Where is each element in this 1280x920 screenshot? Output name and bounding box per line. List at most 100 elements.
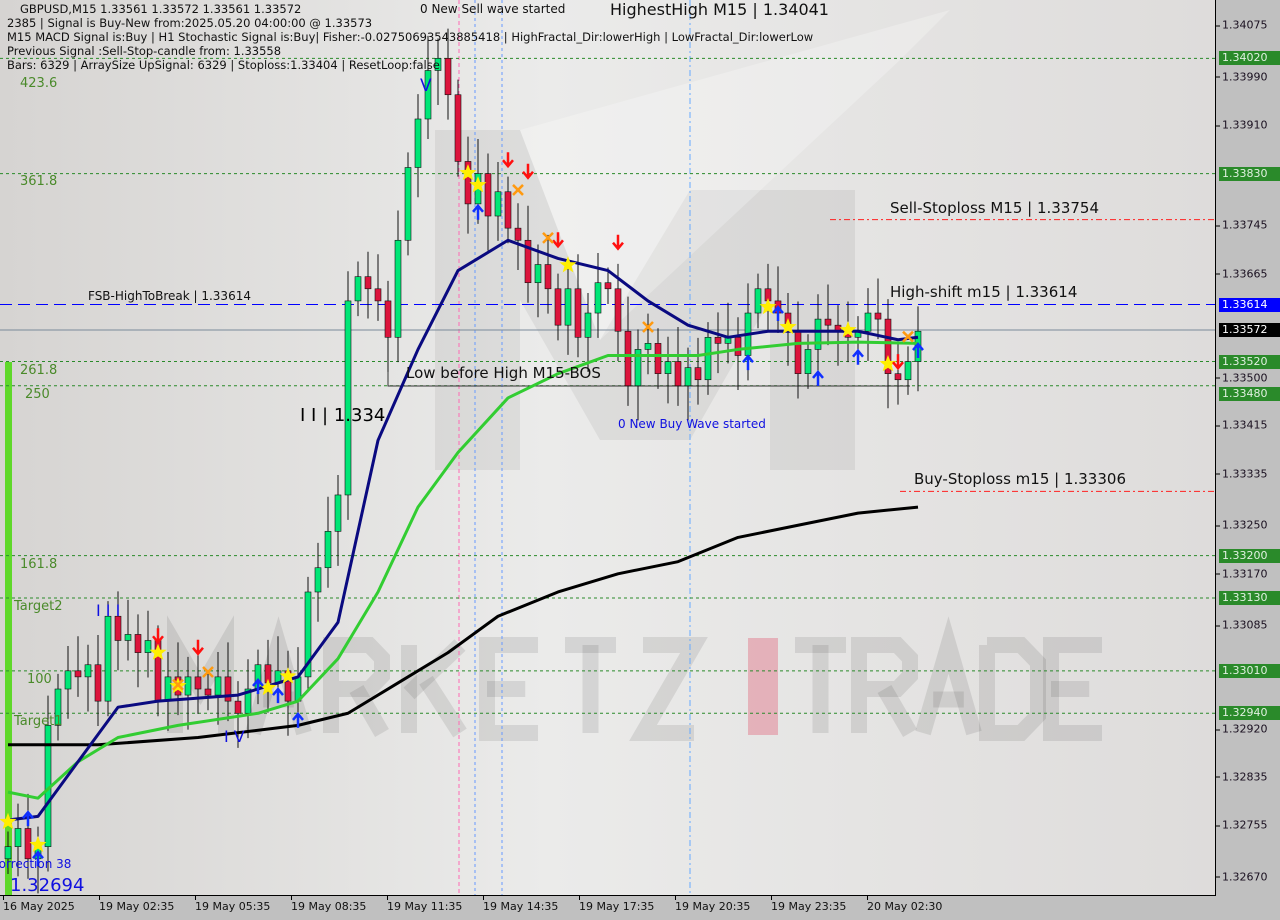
- high-shift-label: High-shift m15 | 1.33614: [890, 283, 1078, 301]
- low-before-high-label: Low before High M15-BOS: [406, 364, 601, 382]
- candle-body: [54, 688, 62, 726]
- candle-body: [384, 300, 392, 338]
- star-signal-icon: [839, 321, 857, 338]
- chart-plot-area[interactable]: GBPUSD,M15 1.33561 1.33572 1.33561 1.335…: [0, 0, 1216, 896]
- price-tick: 1.33910: [1216, 118, 1268, 132]
- candle-body: [794, 330, 802, 374]
- price-axis[interactable]: 1.34075 1.33990 1.33910 1.33745 1.33665 1.335…: [1216, 0, 1280, 920]
- star-signal-icon: [459, 164, 477, 181]
- candle-body: [184, 676, 192, 696]
- up-arrow-icon: [272, 687, 284, 704]
- candle-body: [414, 118, 422, 168]
- candle: [384, 280, 392, 372]
- time-axis[interactable]: 16 May 2025 19 May 02:35 19 May 05:35 19 Ma…: [0, 896, 1216, 920]
- candle: [54, 673, 62, 741]
- price-tick: 1.33665: [1216, 267, 1268, 281]
- level-price-label: 1.32940: [1219, 706, 1280, 721]
- candle: [904, 346, 912, 395]
- candle: [764, 263, 772, 331]
- time-tick: 19 May 14:35: [483, 896, 559, 913]
- candle: [794, 301, 802, 399]
- target2-label: Target2: [14, 599, 63, 614]
- candle-body: [444, 58, 452, 96]
- watermark-letter-stroke: [403, 639, 466, 700]
- watermark-letter-stroke: [851, 637, 918, 733]
- fib-423-label: 423.6: [20, 76, 58, 91]
- cross-signal-icon: [202, 666, 214, 678]
- highest-high-label: HighestHigh M15 | 1.34041: [610, 0, 829, 19]
- candle-body: [394, 239, 402, 338]
- candle: [484, 153, 492, 251]
- fib-261-label: 261.8: [20, 363, 58, 378]
- price-tick: 1.33990: [1216, 70, 1268, 84]
- candle-body: [904, 361, 912, 381]
- level-price-label: 1.33010: [1219, 663, 1280, 678]
- time-tick: 16 May 2025: [3, 896, 75, 913]
- candle: [704, 322, 712, 395]
- watermark-letter-stroke: [323, 637, 390, 733]
- candle: [194, 647, 202, 714]
- candle: [434, 38, 442, 106]
- up-arrow-icon: [292, 711, 304, 728]
- candle-body: [824, 318, 832, 326]
- price-tick: 1.33335: [1216, 467, 1268, 481]
- candle: [674, 326, 682, 406]
- candle: [344, 271, 352, 520]
- star-signal-icon: [469, 176, 487, 193]
- candle: [724, 302, 732, 364]
- candle-body: [524, 239, 532, 284]
- up-arrow-icon: [32, 850, 44, 867]
- candle-body: [664, 361, 672, 374]
- level-price-label: 1.34020: [1219, 51, 1280, 66]
- candle-body: [634, 349, 642, 387]
- low-price-label: 1.32694: [10, 875, 85, 896]
- candle: [84, 644, 92, 712]
- level-price-label: 1.33130: [1219, 591, 1280, 606]
- candle: [854, 316, 862, 353]
- candle: [144, 610, 152, 678]
- candle: [104, 601, 112, 717]
- candle-body: [454, 94, 462, 162]
- candle: [404, 152, 412, 256]
- candle-body: [334, 494, 342, 532]
- candle: [264, 639, 272, 713]
- candle: [334, 474, 342, 566]
- candle: [504, 176, 512, 244]
- candle-body: [234, 700, 242, 714]
- candle: [594, 253, 602, 338]
- candle: [4, 831, 12, 874]
- level-price-label: 1.33480: [1219, 386, 1280, 401]
- candle: [684, 347, 692, 421]
- watermark-letter-stroke: [479, 637, 538, 741]
- candle-body: [304, 591, 312, 678]
- candle: [74, 636, 82, 697]
- candle: [774, 266, 782, 334]
- candle: [184, 656, 192, 730]
- candle: [314, 542, 322, 622]
- star-signal-icon: [0, 812, 17, 830]
- star-signal-icon: [779, 318, 797, 335]
- candle-body: [534, 264, 542, 284]
- candle: [394, 210, 402, 363]
- candle-body: [194, 676, 202, 690]
- candle-body: [4, 846, 12, 860]
- fib-161-label: 161.8: [20, 557, 58, 572]
- candle-body: [134, 634, 142, 653]
- up-arrow-icon: [472, 203, 484, 220]
- down-arrow-icon: [522, 163, 534, 180]
- up-arrow-icon: [812, 369, 824, 386]
- candle-body: [864, 312, 872, 332]
- candle: [564, 263, 572, 355]
- candle: [324, 496, 332, 588]
- down-arrow-icon: [552, 232, 564, 249]
- price-tick: 1.32755: [1216, 818, 1268, 832]
- fib-100-label: 100: [27, 672, 52, 687]
- candle: [114, 591, 122, 671]
- watermark-letter-stroke: [979, 637, 1046, 741]
- star-signal-icon: [879, 355, 897, 372]
- watermark-letter-stroke: [419, 675, 467, 738]
- candle-body: [894, 373, 902, 381]
- candle: [664, 336, 672, 404]
- candle-body: [584, 312, 592, 338]
- price-tick: 1.33250: [1216, 518, 1268, 532]
